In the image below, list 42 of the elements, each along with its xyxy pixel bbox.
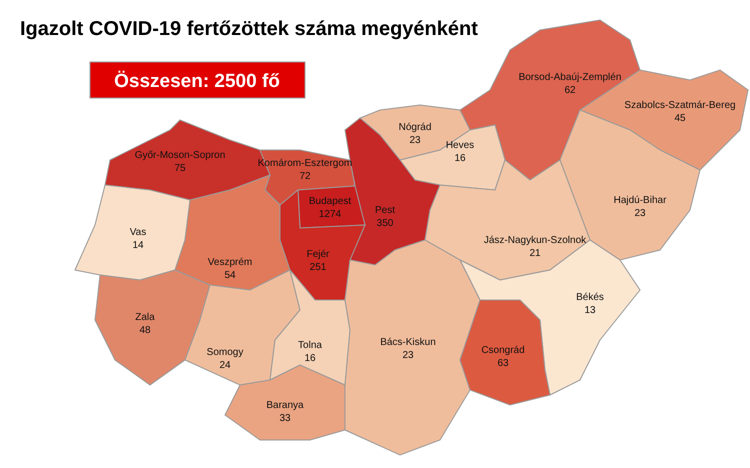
- data-label: 24: [219, 360, 231, 371]
- data-label: 48: [139, 325, 151, 336]
- data-label: 33: [279, 413, 291, 424]
- category-label: Nógrád: [398, 122, 432, 133]
- data-label: 63: [497, 358, 509, 369]
- category-label: Vas: [130, 227, 146, 238]
- category-label: Csongrád: [481, 345, 525, 356]
- category-label: Fejér: [306, 249, 330, 260]
- data-label: 45: [674, 113, 686, 124]
- category-label: Heves: [446, 140, 474, 151]
- category-label: Zala: [135, 312, 156, 323]
- category-label: Bács-Kiskun: [380, 337, 436, 348]
- data-label: 350: [376, 218, 394, 229]
- text: Összesen: 2500 fő: [114, 70, 280, 92]
- category-label: Tolna: [298, 340, 322, 351]
- data-label: 16: [304, 353, 316, 364]
- data-label: 251: [310, 262, 327, 273]
- category-label: Budapest: [308, 196, 352, 207]
- category-label: Baranya: [266, 400, 304, 411]
- data-label: 54: [224, 270, 236, 281]
- data-label: 23: [634, 208, 646, 219]
- text: Igazolt COVID-19 fertőzöttek száma megyénként: [20, 18, 478, 40]
- data-label: 16: [454, 153, 466, 164]
- data-label: 23: [402, 350, 414, 361]
- category-label: Jász-Nagykun-Szolnok: [484, 235, 588, 246]
- data-label: 75: [174, 163, 186, 174]
- category-label: Somogy: [206, 347, 244, 358]
- category-label: Komárom-Esztergom: [258, 158, 352, 169]
- data-label: 21: [529, 248, 541, 259]
- category-label: Pest: [374, 205, 396, 216]
- category-label: Békés: [576, 292, 604, 303]
- data-label: 62: [564, 85, 576, 96]
- data-label: 13: [584, 305, 596, 316]
- category-label: Hajdú-Bihar: [614, 195, 668, 206]
- data-label: 72: [299, 171, 311, 182]
- data-label: 14: [132, 240, 144, 251]
- category-label: Borsod-Abaúj-Zemplén: [518, 72, 622, 83]
- data-label: 23: [409, 135, 421, 146]
- category-label: Győr-Moson-Sopron: [134, 150, 226, 161]
- category-label: Veszprém: [208, 257, 252, 268]
- data-label: 1274: [318, 209, 342, 220]
- category-label: Szabolcs-Szatmár-Bereg: [624, 100, 736, 111]
